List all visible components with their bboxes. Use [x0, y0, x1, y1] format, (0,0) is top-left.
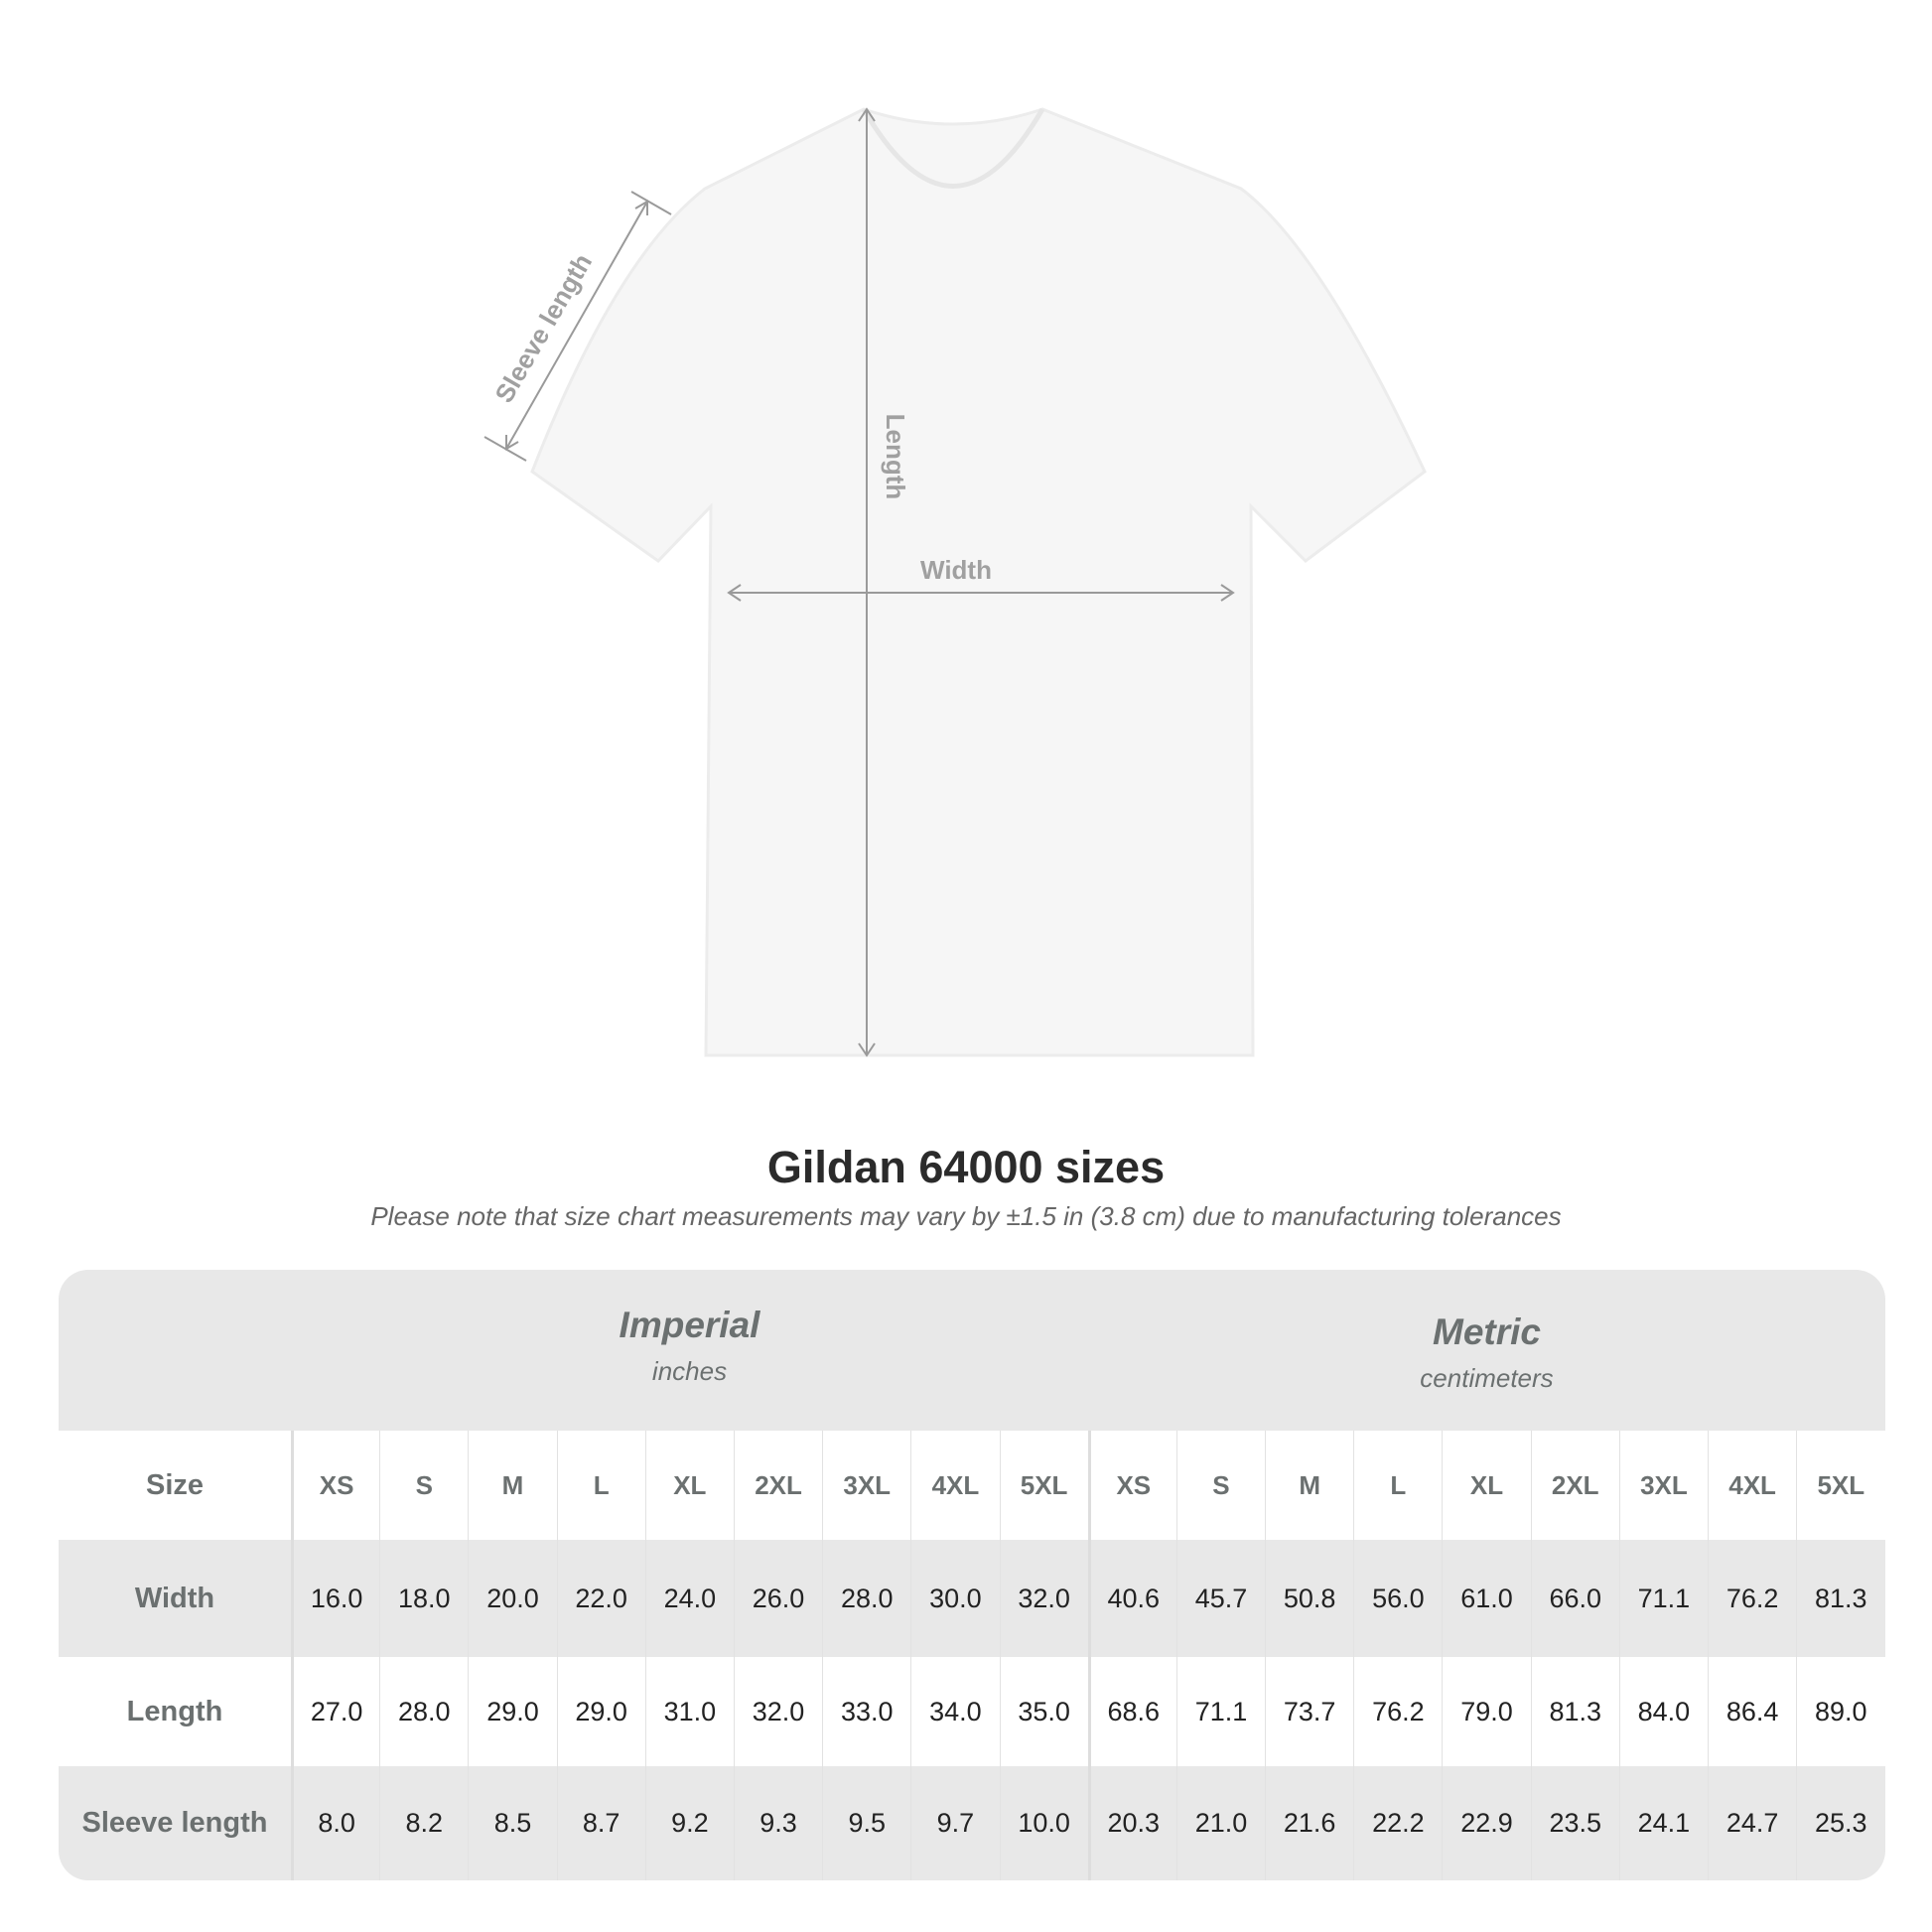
size-header-xs: XS: [1087, 1431, 1176, 1540]
table-cell: 16.0: [291, 1540, 379, 1657]
size-header-5xl: 5XL: [999, 1431, 1088, 1540]
table-cell: 23.5: [1530, 1766, 1619, 1880]
size-header-s: S: [379, 1431, 468, 1540]
table-cell: 31.0: [644, 1657, 734, 1766]
table-row: Length 27.0 28.0 29.0 29.0 31.0 32.0 33.0 34.0 35…: [59, 1657, 1885, 1766]
table-row: Sleeve length 8.0 8.2 8.5 8.7 9.2 9.3 9.5 9.7 10.…: [59, 1766, 1885, 1880]
table-cell: 22.9: [1442, 1766, 1530, 1880]
size-header-2xl: 2XL: [1530, 1431, 1619, 1540]
table-cell: 73.7: [1265, 1657, 1353, 1766]
row-label: Width: [134, 1582, 215, 1614]
metric-label: Metric: [1433, 1311, 1541, 1352]
table-cell: 81.3: [1796, 1540, 1884, 1657]
row-label: Sleeve length: [81, 1807, 268, 1839]
imperial-group: Imperial inches: [291, 1305, 1088, 1387]
size-header-3xl: 3XL: [822, 1431, 910, 1540]
table-cell: 61.0: [1442, 1540, 1530, 1657]
size-header-4xl: 4XL: [1708, 1431, 1796, 1540]
table-cell: 66.0: [1530, 1540, 1619, 1657]
size-header-xs: XS: [291, 1431, 379, 1540]
metric-unit: centimeters: [1420, 1363, 1554, 1393]
imperial-label: Imperial: [619, 1305, 760, 1345]
table-cell: 84.0: [1618, 1657, 1708, 1766]
table-cell: 71.1: [1175, 1657, 1265, 1766]
table-cell: 79.0: [1442, 1657, 1530, 1766]
table-cell: 40.6: [1087, 1540, 1176, 1657]
table-cell: 20.0: [468, 1540, 556, 1657]
size-table: Imperial inches Metric centimeters Size …: [59, 1270, 1885, 1880]
table-cell: 8.5: [468, 1766, 556, 1880]
size-header-4xl: 4XL: [910, 1431, 999, 1540]
table-cell: 25.3: [1796, 1766, 1884, 1880]
table-cell: 50.8: [1265, 1540, 1353, 1657]
table-cell: 89.0: [1796, 1657, 1884, 1766]
table-cell: 35.0: [999, 1657, 1088, 1766]
table-cell: 32.0: [999, 1540, 1088, 1657]
table-cell: 26.0: [733, 1540, 822, 1657]
table-cell: 22.0: [556, 1540, 645, 1657]
size-header-s: S: [1175, 1431, 1265, 1540]
table-cell: 21.6: [1265, 1766, 1353, 1880]
table-cell: 27.0: [291, 1657, 379, 1766]
size-header-xl: XL: [1442, 1431, 1530, 1540]
table-cell: 28.0: [822, 1540, 910, 1657]
page-title: Gildan 64000 sizes: [766, 1142, 1166, 1192]
size-header-m: M: [1265, 1431, 1353, 1540]
table-cell: 56.0: [1353, 1540, 1442, 1657]
table-cell: 9.7: [910, 1766, 999, 1880]
metric-group: Metric centimeters: [1088, 1311, 1885, 1394]
table-cell: 86.4: [1708, 1657, 1796, 1766]
size-row: Size XS S M L XL 2XL 3XL 4XL 5XL XS S M L XL 2XL 3XL 4XL…: [59, 1431, 1885, 1540]
size-label: Size: [145, 1468, 205, 1501]
table-cell: 9.2: [644, 1766, 734, 1880]
table-cell: 18.0: [379, 1540, 468, 1657]
table-cell: 76.2: [1708, 1540, 1796, 1657]
table-cell: 24.0: [644, 1540, 734, 1657]
imperial-unit: inches: [651, 1356, 728, 1386]
row-label: Length: [126, 1695, 223, 1727]
table-cell: 24.1: [1618, 1766, 1708, 1880]
size-header-2xl: 2XL: [733, 1431, 822, 1540]
table-cell: 10.0: [999, 1766, 1088, 1880]
table-cell: 34.0: [910, 1657, 999, 1766]
table-cell: 81.3: [1530, 1657, 1619, 1766]
tolerance-note: Please note that size chart measurements…: [370, 1201, 1562, 1231]
size-header-xl: XL: [644, 1431, 734, 1540]
table-cell: 45.7: [1175, 1540, 1265, 1657]
t-shirt-diagram: Sleeve length Length Width: [483, 107, 1427, 1057]
table-cell: 29.0: [556, 1657, 645, 1766]
table-cell: 68.6: [1087, 1657, 1176, 1766]
table-cell: 76.2: [1353, 1657, 1442, 1766]
table-cell: 20.3: [1087, 1766, 1176, 1880]
table-cell: 71.1: [1618, 1540, 1708, 1657]
table-cell: 8.0: [291, 1766, 379, 1880]
table-cell: 9.3: [733, 1766, 822, 1880]
t-shirt-shape: [530, 107, 1427, 1057]
header-band: [59, 1270, 1885, 1431]
table-cell: 24.7: [1708, 1766, 1796, 1880]
collar: [861, 107, 1045, 189]
table-cell: 32.0: [733, 1657, 822, 1766]
table-row: Width 16.0 18.0 20.0 22.0 24.0 26.0 28.0 30.0 32.…: [59, 1540, 1885, 1657]
size-header-m: M: [468, 1431, 556, 1540]
table-cell: 22.2: [1353, 1766, 1442, 1880]
measure-lines: [483, 107, 1235, 1057]
size-header-5xl: 5XL: [1796, 1431, 1884, 1540]
table-cell: 33.0: [822, 1657, 910, 1766]
width-label: Width: [920, 555, 992, 585]
table-cell: 21.0: [1175, 1766, 1265, 1880]
table-cell: 29.0: [468, 1657, 556, 1766]
table-cell: 30.0: [910, 1540, 999, 1657]
table-cell: 9.5: [822, 1766, 910, 1880]
size-header-3xl: 3XL: [1618, 1431, 1708, 1540]
table-cell: 8.7: [556, 1766, 645, 1880]
size-header-l: L: [556, 1431, 645, 1540]
table-cell: 8.2: [379, 1766, 468, 1880]
length-label: Length: [881, 414, 910, 500]
size-header-l: L: [1353, 1431, 1442, 1540]
table-cell: 28.0: [379, 1657, 468, 1766]
